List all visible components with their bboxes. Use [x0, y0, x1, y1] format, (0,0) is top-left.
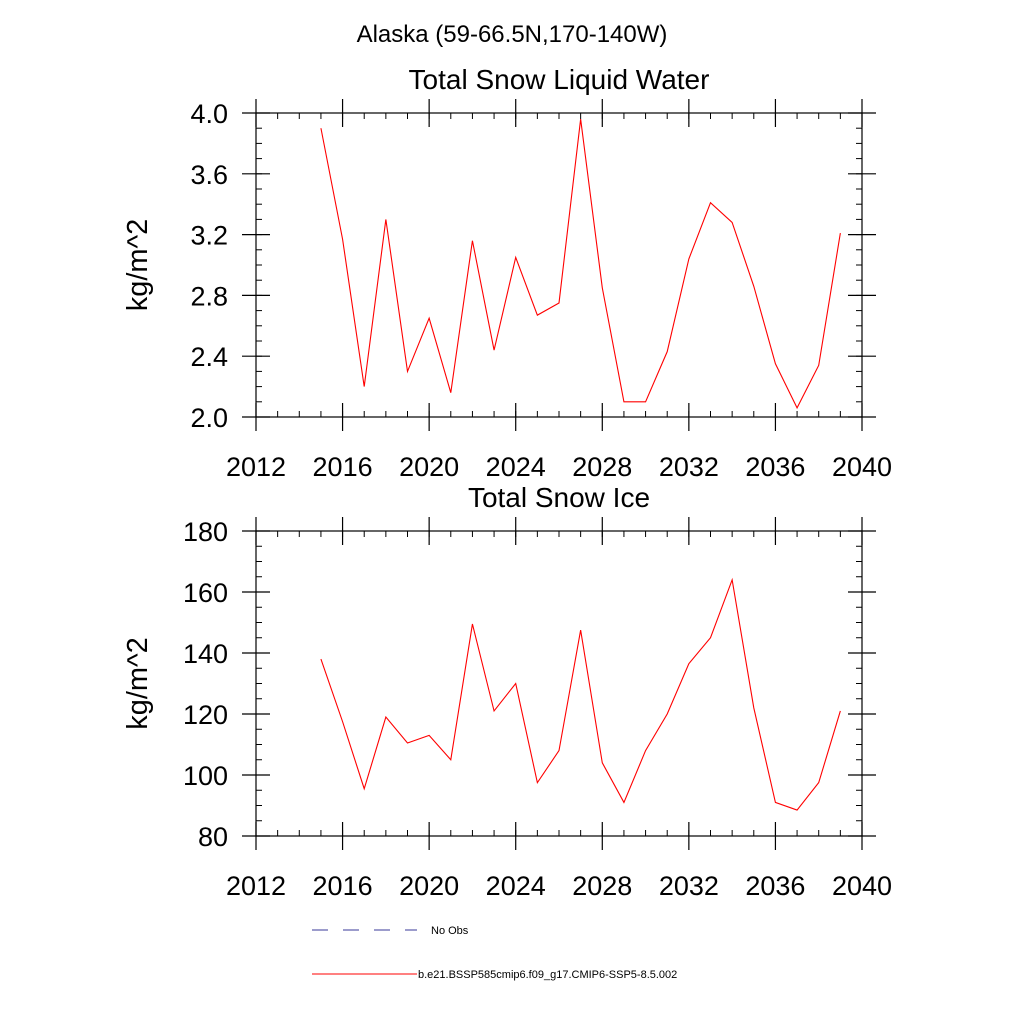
data-point — [450, 759, 451, 760]
data-point — [645, 750, 646, 751]
data-point — [623, 802, 624, 803]
data-point — [753, 707, 754, 708]
x-tick-label: 2040 — [832, 871, 892, 901]
x-tick-label: 2024 — [486, 871, 546, 901]
data-point — [688, 663, 689, 664]
data-point — [429, 735, 430, 736]
data-point — [537, 315, 538, 316]
data-point — [429, 318, 430, 319]
data-point — [623, 401, 624, 402]
y-tick-label: 160 — [183, 578, 228, 608]
data-point — [775, 363, 776, 364]
data-point — [493, 710, 494, 711]
chart-title: Total Snow Liquid Water — [409, 64, 710, 95]
data-point — [775, 802, 776, 803]
x-tick-label: 2032 — [659, 452, 719, 482]
data-point — [667, 713, 668, 714]
data-point — [320, 659, 321, 660]
y-axis-label: kg/m^2 — [122, 637, 154, 730]
data-point — [385, 716, 386, 717]
data-point — [645, 401, 646, 402]
legend-label-model: b.e21.BSSP585cmip6.f09_g17.CMIP6-SSP5-8.… — [418, 969, 677, 981]
data-point — [688, 258, 689, 259]
y-tick-label: 4.0 — [190, 99, 228, 129]
data-point — [710, 637, 711, 638]
x-tick-label: 2028 — [572, 452, 632, 482]
chart-panel-snow-ice: Total Snow Ice 2012 2016 2020 2024 2028 2032 20… — [122, 482, 892, 901]
data-point — [753, 286, 754, 287]
legend-label-no-obs: No Obs — [431, 925, 469, 937]
x-tick-label: 2020 — [399, 871, 459, 901]
y-tick-label: 2.4 — [190, 342, 228, 372]
x-tick-label: 2020 — [399, 452, 459, 482]
data-point — [385, 219, 386, 220]
data-point — [342, 721, 343, 722]
data-point — [602, 287, 603, 288]
x-tick-label: 2012 — [226, 871, 286, 901]
data-point — [840, 710, 841, 711]
data-point — [840, 232, 841, 233]
x-tick-label: 2028 — [572, 871, 632, 901]
data-point — [493, 350, 494, 351]
x-tick-label: 2040 — [832, 452, 892, 482]
data-point — [515, 257, 516, 258]
series-line — [320, 577, 841, 811]
data-point — [537, 782, 538, 783]
data-point — [818, 365, 819, 366]
chart-title: Total Snow Ice — [468, 482, 650, 513]
data-point — [320, 128, 321, 129]
y-tick-label: 180 — [183, 517, 228, 547]
figure-suptitle: Alaska (59-66.5N,170-140W) — [357, 21, 668, 48]
x-tick-label: 2016 — [313, 871, 373, 901]
data-point — [732, 222, 733, 223]
data-point — [580, 118, 581, 119]
y-tick-label: 2.0 — [190, 403, 228, 433]
y-tick-label: 3.2 — [190, 221, 228, 251]
y-tick-label: 2.8 — [190, 281, 228, 311]
data-point — [472, 240, 473, 241]
y-tick-label: 140 — [183, 639, 228, 669]
data-point — [364, 788, 365, 789]
data-point — [558, 302, 559, 303]
y-tick-label: 100 — [183, 761, 228, 791]
y-tick-label: 80 — [198, 822, 228, 852]
data-point — [580, 630, 581, 631]
y-tick-label: 120 — [183, 700, 228, 730]
chart-panel-snow-liquid-water: Total Snow Liquid Water 2012 2016 2020 2024 2… — [122, 64, 892, 482]
data-point — [732, 579, 733, 580]
data-point — [602, 762, 603, 763]
data-point — [364, 386, 365, 387]
data-point — [472, 623, 473, 624]
data-point — [796, 407, 797, 408]
data-point — [407, 371, 408, 372]
data-point — [515, 683, 516, 684]
data-point — [450, 392, 451, 393]
plot-frame — [255, 530, 863, 837]
data-point — [796, 809, 797, 810]
x-tick-label: 2032 — [659, 871, 719, 901]
data-point — [818, 782, 819, 783]
x-tick-label: 2016 — [313, 452, 373, 482]
x-tick-label: 2024 — [486, 452, 546, 482]
data-point — [407, 742, 408, 743]
series-line — [320, 119, 841, 410]
x-tick-label: 2036 — [745, 452, 805, 482]
data-point — [342, 239, 343, 240]
y-tick-label: 3.6 — [190, 160, 228, 190]
data-point — [667, 351, 668, 352]
legend: No Obs b.e21.BSSP585cmip6.f09_g17.CMIP6-… — [312, 925, 677, 981]
data-point — [710, 202, 711, 203]
y-axis-label: kg/m^2 — [122, 219, 154, 312]
data-point — [558, 750, 559, 751]
x-tick-label: 2012 — [226, 452, 286, 482]
x-tick-label: 2036 — [745, 871, 805, 901]
